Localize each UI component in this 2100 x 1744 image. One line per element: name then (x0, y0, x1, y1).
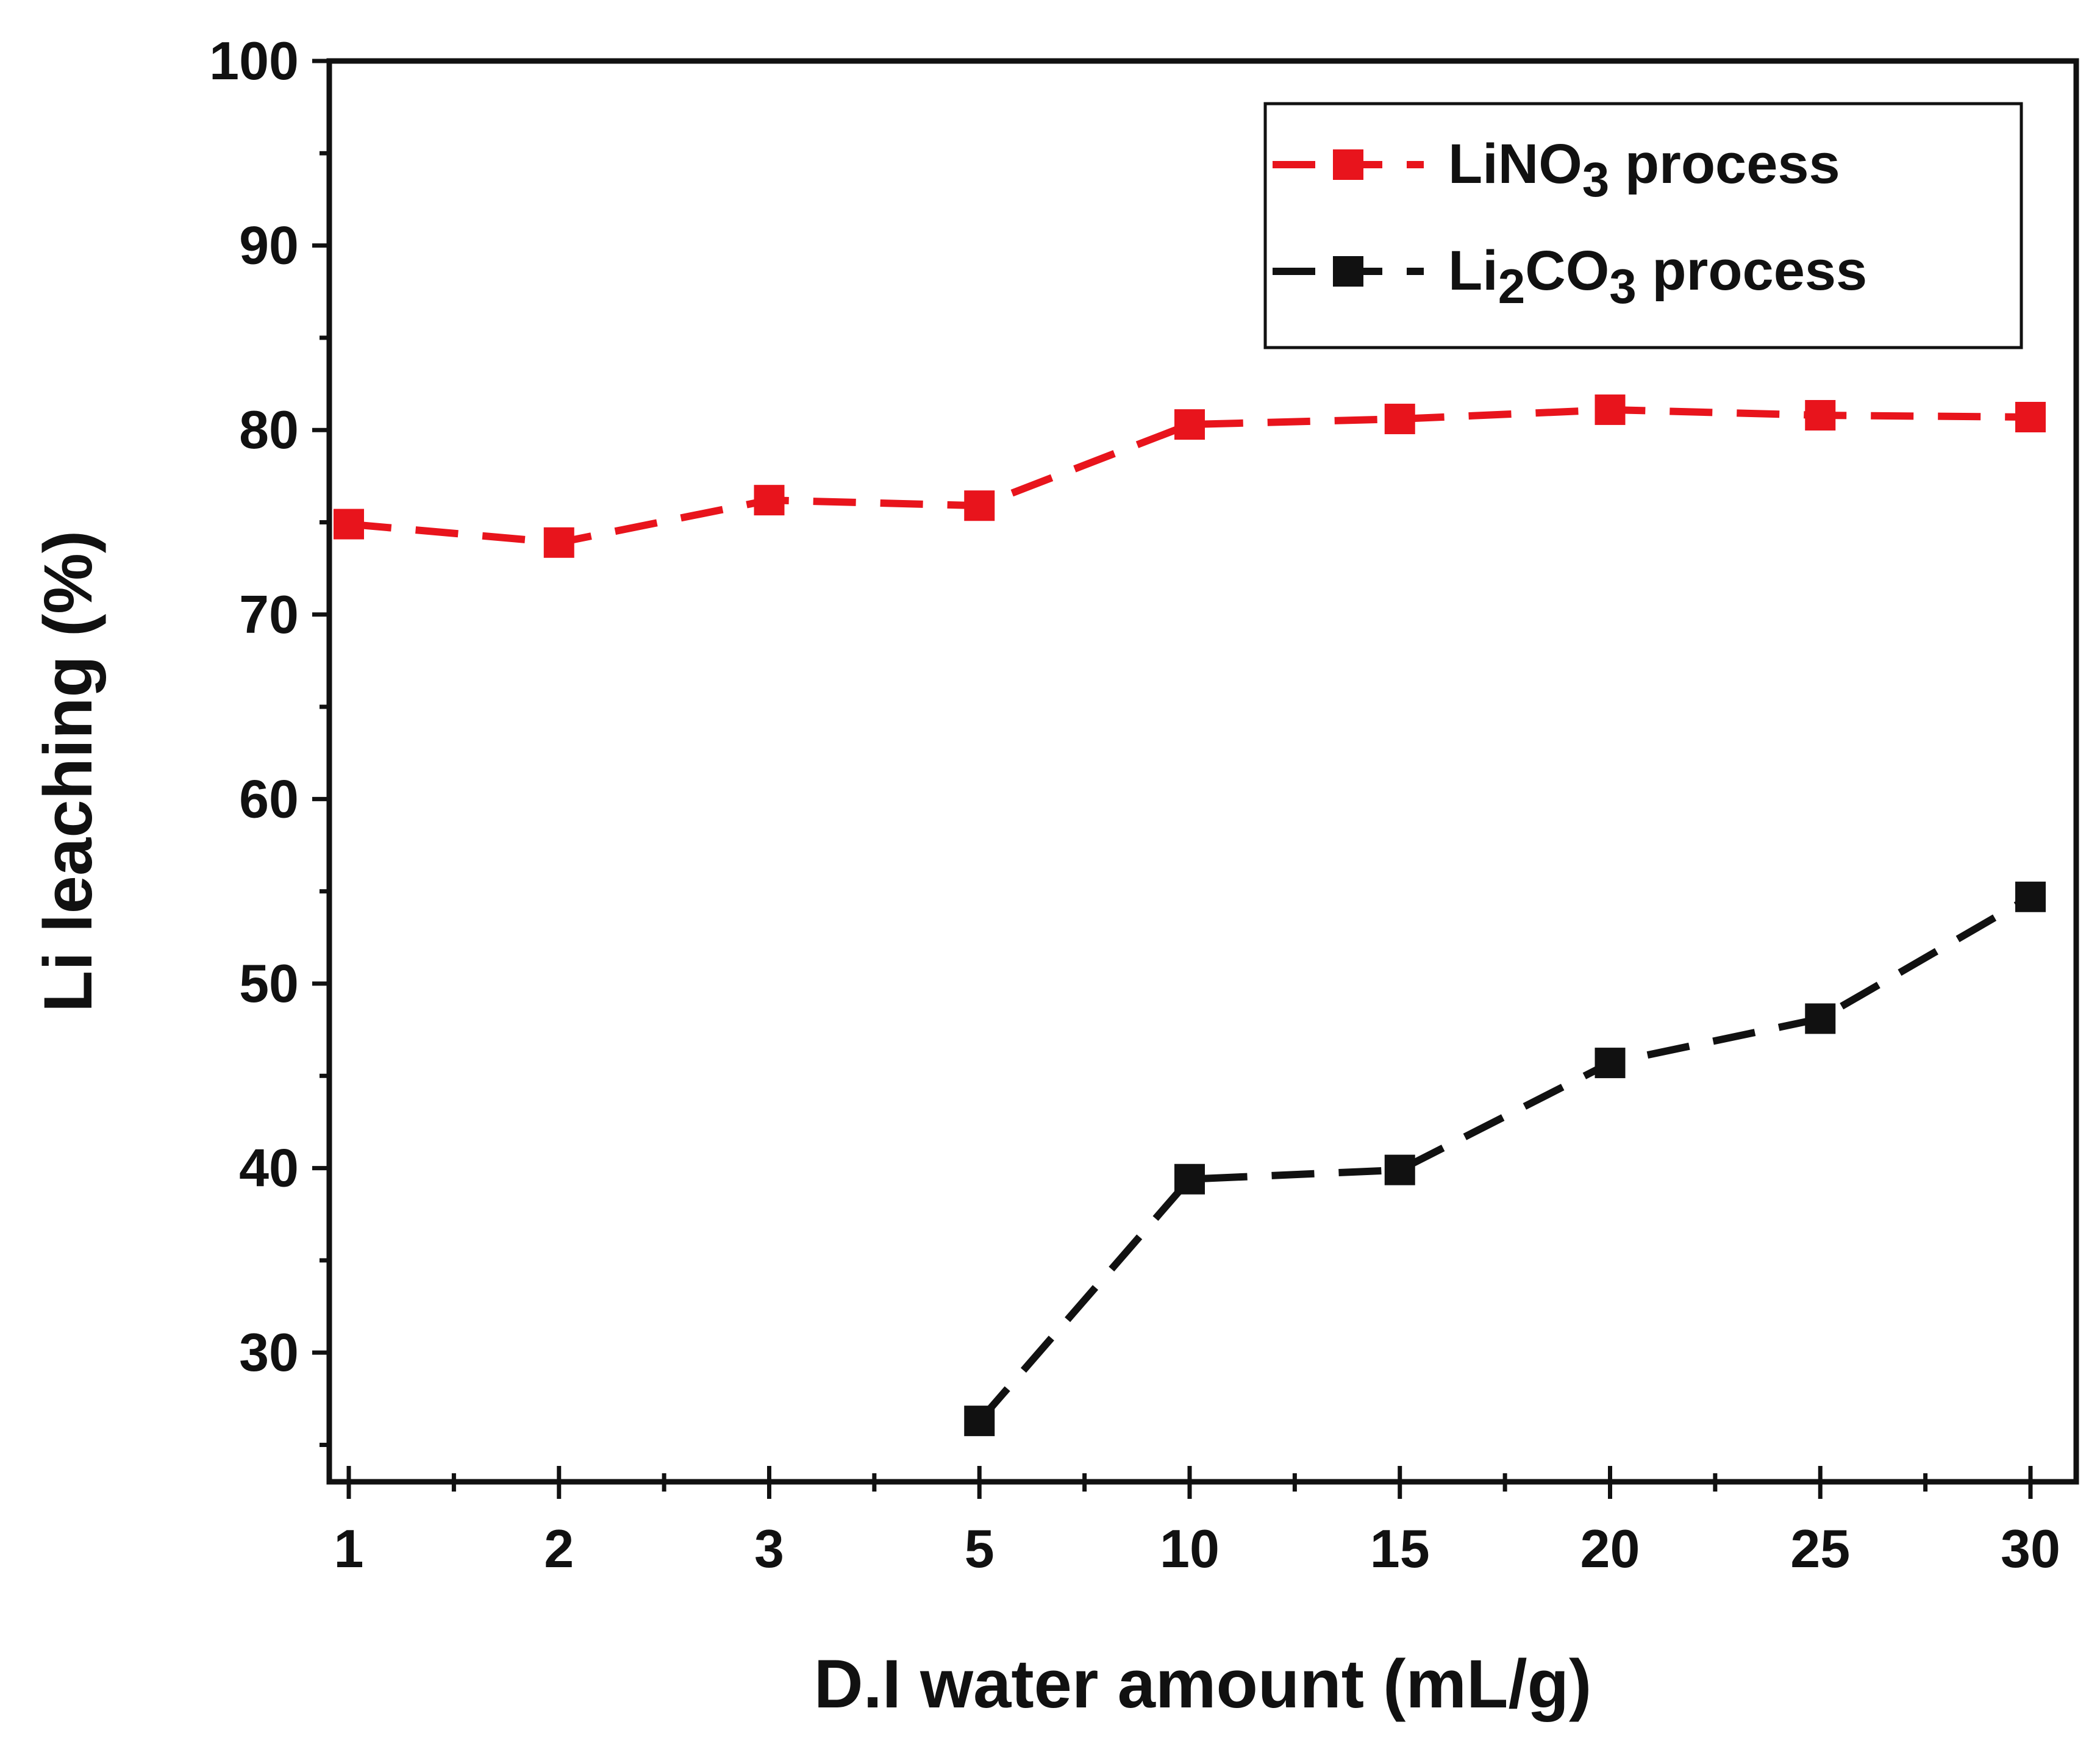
data-point-marker (2015, 881, 2046, 912)
data-point-marker (1384, 1154, 1415, 1185)
data-point-marker (1595, 1048, 1626, 1079)
y-tick-label: 100 (209, 30, 299, 91)
y-tick-label: 60 (239, 768, 299, 829)
x-axis-ticks: 1 2 3 5 10 15 20 25 30 (334, 1466, 2060, 1579)
data-point-marker (1174, 409, 1205, 440)
x-axis-title: D.I water amount (mL/g) (814, 1646, 1592, 1722)
y-axis-ticks: 30 40 50 60 70 80 90 100 (209, 30, 329, 1447)
plot-frame (326, 58, 2079, 1485)
x-tick-label: 15 (1370, 1518, 1430, 1579)
x-tick-label: 20 (1580, 1518, 1640, 1579)
x-tick-label: 5 (965, 1518, 995, 1579)
legend-marker-lino3 (1333, 149, 1363, 180)
legend-label-lino3: LiNO3 process (1448, 133, 1840, 207)
data-point-marker (1384, 404, 1415, 435)
data-series (334, 394, 2046, 1437)
y-tick-label: 70 (239, 584, 299, 645)
data-point-marker (543, 527, 574, 558)
data-point-marker (2015, 402, 2046, 433)
legend-box (1263, 102, 2023, 349)
y-tick-label: 80 (239, 399, 299, 460)
y-axis-title: Li leaching (%) (30, 531, 106, 1012)
x-tick-label: 25 (1790, 1518, 1850, 1579)
data-point-marker (1595, 394, 1626, 425)
data-point-marker (1805, 399, 1836, 431)
y-tick-label: 90 (239, 215, 299, 276)
legend-label-li2co3: Li2CO3 process (1448, 240, 1867, 313)
x-tick-label: 2 (544, 1518, 574, 1579)
y-tick-label: 40 (239, 1138, 299, 1198)
data-point-marker (1805, 1003, 1836, 1034)
legend-marker-li2co3 (1333, 256, 1363, 287)
x-tick-label: 30 (2001, 1518, 2060, 1579)
series-line-0 (348, 406, 2031, 546)
data-point-marker (964, 1406, 995, 1437)
legend: LiNO3 process Li2CO3 process (1263, 102, 2023, 349)
data-point-marker (334, 509, 364, 540)
x-tick-label: 3 (754, 1518, 784, 1579)
data-point-marker (754, 485, 785, 516)
y-tick-label: 30 (239, 1322, 299, 1382)
y-tick-label: 50 (239, 953, 299, 1013)
x-tick-label: 1 (334, 1518, 364, 1579)
data-point-marker (964, 490, 995, 521)
series-line-1 (976, 893, 2033, 1424)
data-point-marker (1174, 1163, 1205, 1195)
x-tick-label: 10 (1160, 1518, 1220, 1579)
